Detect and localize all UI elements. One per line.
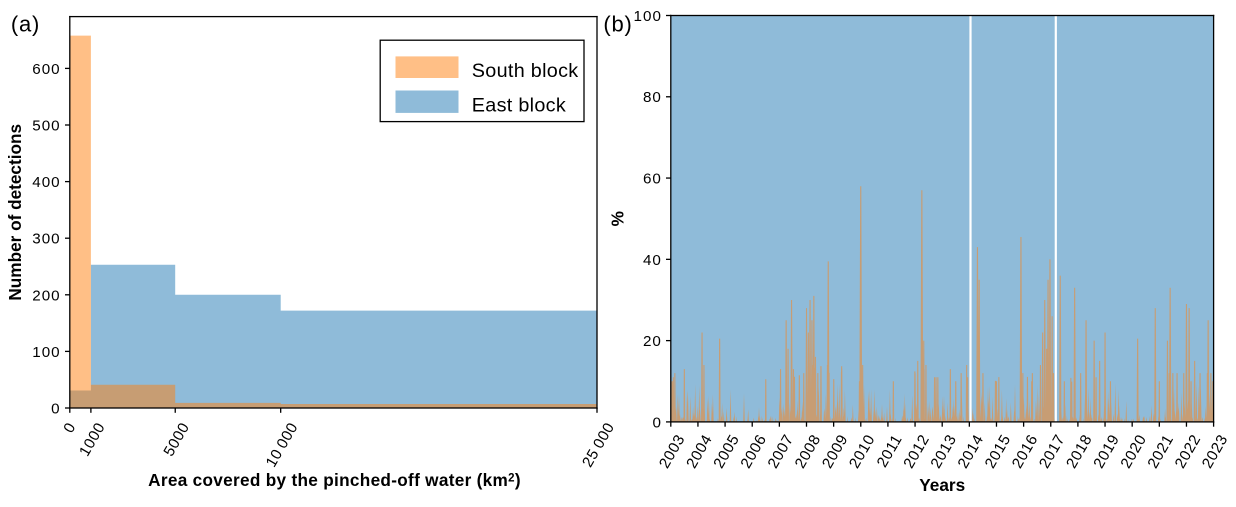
svg-text:Years: Years (919, 475, 965, 495)
svg-text:East block: East block (472, 94, 566, 116)
svg-text:%: % (608, 211, 628, 226)
svg-text:Area covered by the pinched-of: Area covered by the pinched-off water (k… (148, 470, 521, 490)
svg-text:0: 0 (51, 400, 60, 417)
svg-text:(b): (b) (603, 11, 632, 36)
svg-text:60: 60 (643, 171, 662, 188)
svg-text:0: 0 (652, 414, 661, 431)
svg-text:South block: South block (472, 60, 579, 82)
svg-text:100: 100 (32, 344, 60, 361)
svg-text:40: 40 (643, 252, 662, 269)
svg-text:200: 200 (32, 287, 60, 304)
svg-text:100: 100 (634, 8, 662, 25)
svg-text:(a): (a) (11, 11, 40, 36)
svg-text:20: 20 (643, 333, 662, 350)
svg-text:300: 300 (32, 231, 60, 248)
svg-text:500: 500 (32, 117, 60, 134)
svg-text:600: 600 (32, 61, 60, 78)
svg-text:Number of detections: Number of detections (5, 124, 25, 301)
svg-text:80: 80 (643, 89, 662, 106)
svg-text:400: 400 (32, 174, 60, 191)
